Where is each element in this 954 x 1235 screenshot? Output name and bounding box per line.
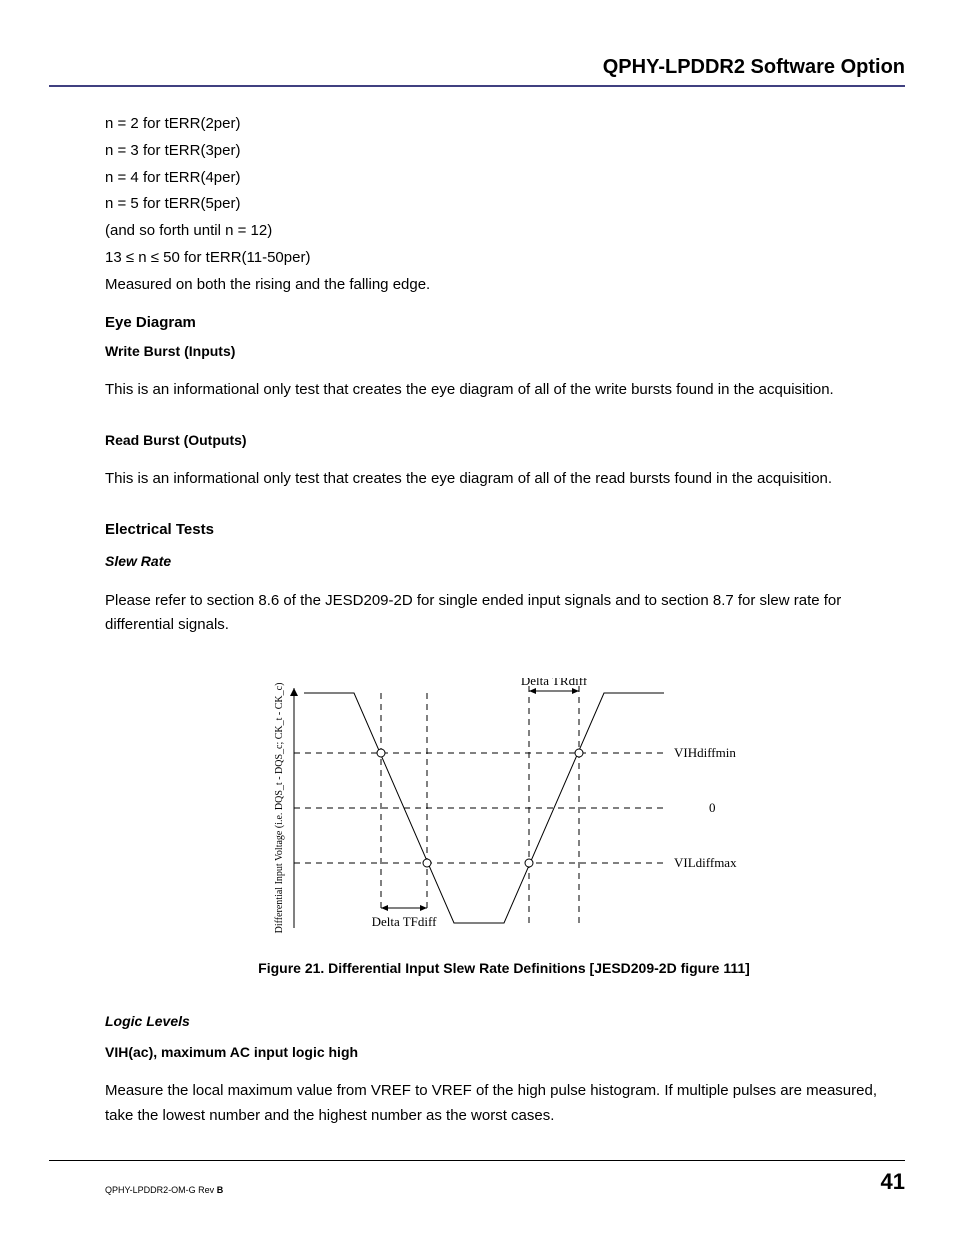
line-n2: n = 2 for tERR(2per) (105, 112, 903, 137)
slew-rate-heading: Slew Rate (105, 550, 903, 573)
svg-text:VIHdiffmin: VIHdiffmin (674, 745, 736, 760)
line-measured: Measured on both the rising and the fall… (105, 273, 903, 298)
vih-ac-heading: VIH(ac), maximum AC input logic high (105, 1041, 903, 1064)
svg-text:Differential Input Voltage (i.: Differential Input Voltage (i.e. DQS_t -… (274, 683, 285, 934)
logic-levels-heading: Logic Levels (105, 1010, 903, 1033)
footer-rev: B (217, 1185, 224, 1195)
svg-text:VILdiffmax: VILdiffmax (674, 855, 737, 870)
header-title: QPHY-LPDDR2 Software Option (603, 56, 905, 78)
body-content: n = 2 for tERR(2per) n = 3 for tERR(3per… (105, 112, 903, 1129)
read-burst-para: This is an informational only test that … (105, 467, 903, 492)
figure-container: VIHdiffmin 0 VILdiffmax Delta TRdiff Delta T… (105, 678, 903, 947)
svg-text:Delta TFdiff: Delta TFdiff (372, 914, 438, 929)
read-burst-heading: Read Burst (Outputs) (105, 429, 903, 452)
slew-rate-para: Please refer to section 8.6 of the JESD2… (105, 589, 903, 639)
vih-ac-para: Measure the local maximum value from VRE… (105, 1079, 903, 1129)
write-burst-heading: Write Burst (Inputs) (105, 340, 903, 363)
electrical-tests-heading: Electrical Tests (105, 518, 903, 543)
page-footer: QPHY-LPDDR2-OM-G Rev B 41 (49, 1160, 905, 1195)
line-n3: n = 3 for tERR(3per) (105, 139, 903, 164)
write-burst-para: This is an informational only test that … (105, 378, 903, 403)
line-n5: n = 5 for tERR(5per) (105, 192, 903, 217)
svg-text:Delta TRdiff: Delta TRdiff (521, 678, 588, 688)
footer-doc-id: QPHY-LPDDR2-OM-G Rev B (105, 1185, 223, 1195)
line-range: 13 ≤ n ≤ 50 for tERR(11-50per) (105, 246, 903, 271)
page-number: 41 (881, 1169, 905, 1195)
line-n4: n = 4 for tERR(4per) (105, 166, 903, 191)
eye-diagram-heading: Eye Diagram (105, 311, 903, 336)
page: QPHY-LPDDR2 Software Option n = 2 for tE… (0, 0, 954, 1235)
slew-rate-diagram: VIHdiffmin 0 VILdiffmax Delta TRdiff Delta T… (264, 678, 744, 938)
footer-doc: QPHY-LPDDR2-OM-G Rev (105, 1185, 217, 1195)
line-soforth: (and so forth until n = 12) (105, 219, 903, 244)
page-header: QPHY-LPDDR2 Software Option (49, 56, 905, 87)
figure-caption: Figure 21. Differential Input Slew Rate … (105, 957, 903, 980)
svg-text:0: 0 (709, 800, 716, 815)
